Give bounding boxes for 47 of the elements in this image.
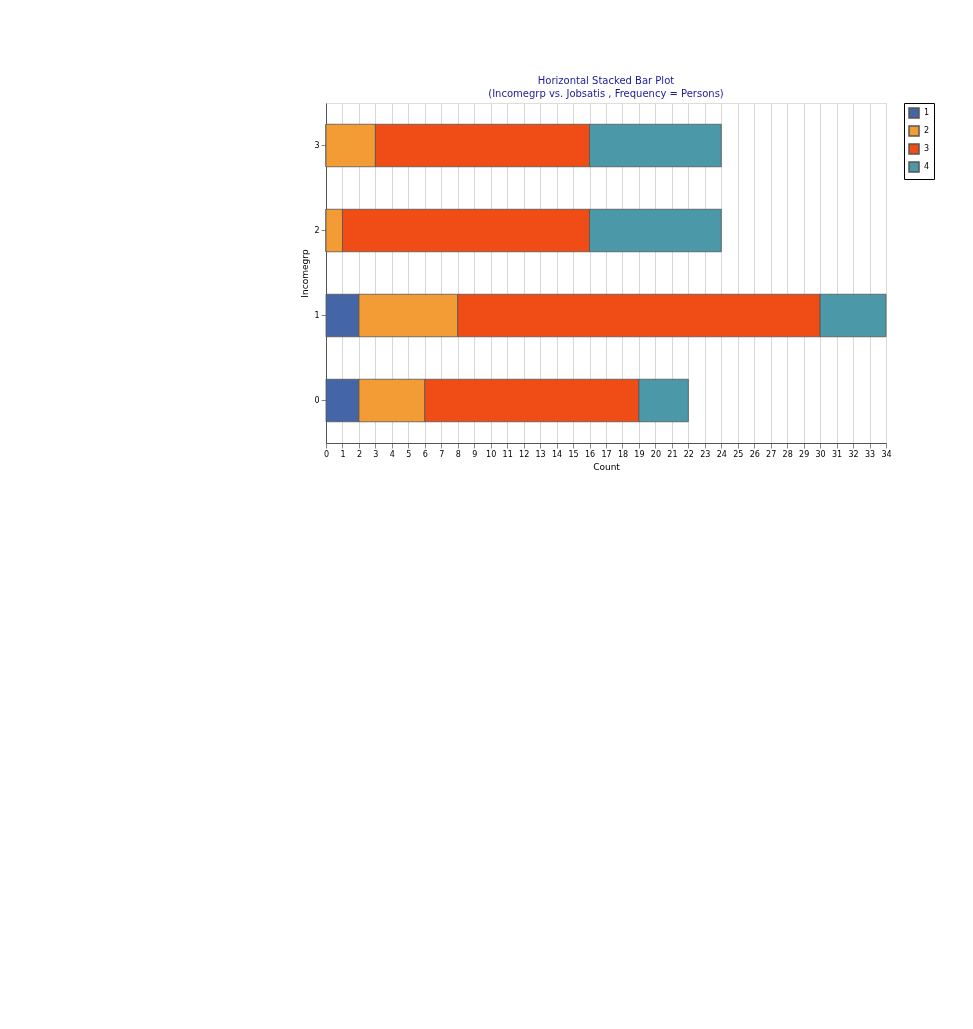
x-tick-label: 12 (519, 449, 530, 459)
x-tick-label: 24 (716, 449, 727, 459)
x-tick-label: 34 (881, 449, 892, 459)
x-tick-label: 0 (323, 449, 330, 459)
x-tick-label: 23 (700, 449, 711, 459)
x-tick-label: 8 (455, 449, 461, 459)
x-tick-label: 3 (373, 449, 379, 459)
x-tick-label: 33 (864, 449, 876, 459)
x-tick-label: 7 (439, 449, 445, 459)
x-tick-label: 2 (356, 449, 362, 459)
x-axis-title: Count (593, 461, 621, 472)
x-tick-label: 11 (502, 449, 513, 459)
legend-label: 2 (924, 126, 930, 135)
y-axis-title: Incomegrp (300, 249, 311, 298)
x-tick-label: 15 (568, 449, 579, 459)
chart-title: Horizontal Stacked Bar Plot (537, 74, 675, 86)
x-tick-label: 19 (634, 449, 645, 459)
x-tick-label: 27 (766, 449, 777, 459)
x-tick-label: 10 (486, 449, 497, 459)
x-tick-label: 26 (749, 449, 760, 459)
x-tick-label: 1 (340, 449, 346, 459)
x-tick-label: 25 (733, 449, 744, 459)
x-tick-label: 20 (650, 449, 662, 459)
x-tick-label: 17 (601, 449, 612, 459)
x-tick-label: 31 (831, 449, 843, 459)
y-tick-label: 1 (314, 310, 320, 320)
x-tick-label: 4 (389, 449, 395, 459)
x-tick-label: 16 (584, 449, 596, 459)
x-tick-label: 29 (799, 449, 810, 459)
x-tick-label: 21 (667, 449, 678, 459)
x-tick-label: 13 (535, 449, 546, 459)
legend-label: 3 (924, 144, 930, 153)
chart-subtitle: (Incomegrp vs. Jobsatis , Frequency = Persons) (488, 87, 724, 99)
x-tick-label: 32 (848, 449, 859, 459)
x-tick-label: 22 (683, 449, 694, 459)
y-tick-label: 2 (314, 225, 320, 235)
x-tick-label: 5 (406, 449, 412, 459)
legend-label: 4 (924, 162, 930, 171)
x-tick-label: 6 (422, 449, 428, 459)
y-tick-label: 0 (314, 395, 320, 405)
x-tick-label: 9 (472, 449, 478, 459)
x-tick-label: 28 (782, 449, 793, 459)
legend-label: 1 (924, 108, 930, 117)
y-tick-label: 3 (314, 140, 320, 150)
x-tick-label: 14 (551, 449, 563, 459)
x-tick-label: 30 (815, 449, 826, 459)
x-tick-label: 18 (617, 449, 629, 459)
